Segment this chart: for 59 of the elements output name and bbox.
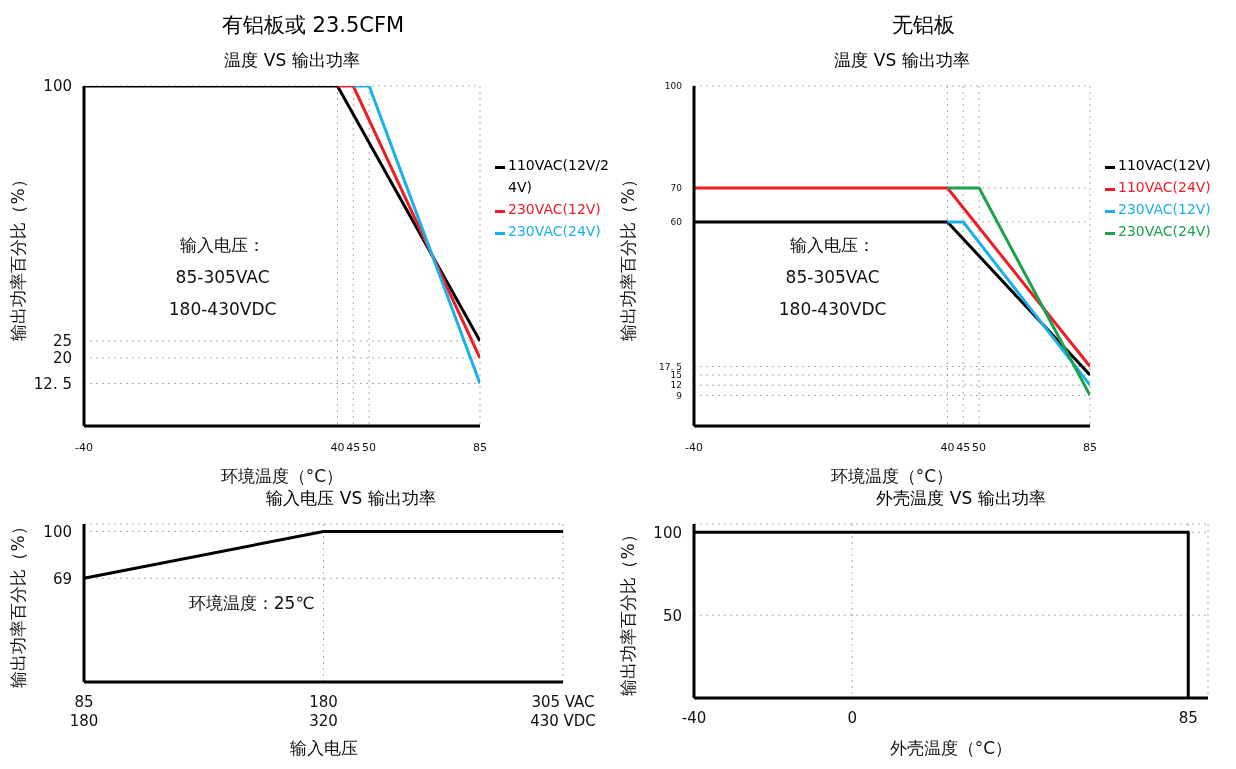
annotation: 环境温度：25℃ <box>187 592 316 616</box>
x-axis-title: 输入电压 <box>289 738 358 758</box>
annotation: 180-430VDC <box>777 297 888 321</box>
y-tick-label: 100 <box>653 523 682 542</box>
annotation: 180-430VDC <box>167 297 278 321</box>
y-tick-label: 100 <box>43 522 72 541</box>
x-tick-label: 50 <box>362 441 377 454</box>
annotation: 输入电压： <box>789 233 877 257</box>
y-tick-label: 15 <box>670 370 682 381</box>
annotation: 输入电压： <box>179 233 267 257</box>
x-tick-label: 0 <box>847 709 857 727</box>
y-axis-title: 输出功率百分比（%） <box>618 526 639 696</box>
x-tick-label: -40 <box>685 441 703 454</box>
x-tick-label: 85 <box>1083 441 1097 454</box>
y-tick-label: 12. 5 <box>33 374 72 393</box>
y-tick-label: 17. 5 <box>659 361 682 372</box>
y-axis-title: 输出功率百分比（%） <box>618 171 639 341</box>
y-axis-title: 输出功率百分比（%） <box>8 171 29 341</box>
y-tick-label: 20 <box>52 349 72 368</box>
annotation: 85-305VAC <box>174 265 271 289</box>
x-tick-label: 85 <box>473 441 487 454</box>
x-tick-label: -40 <box>681 709 707 727</box>
y-axis-title: 输出功率百分比（%） <box>8 518 29 688</box>
legend-label: 230VAC(24V) <box>1118 222 1211 241</box>
y-tick-label: 100 <box>43 77 72 96</box>
legend-label: 110VAC(12V) <box>1118 156 1211 175</box>
y-tick-label: 70 <box>670 183 683 194</box>
y-tick-label: 9 <box>676 390 683 401</box>
x-tick-label: 45 <box>346 441 361 454</box>
x-tick-label: 45 <box>956 441 971 454</box>
chart-subtitle: 输入电压 VS 输出功率 <box>265 487 437 510</box>
x-axis-title: 环境温度（°C） <box>830 466 954 486</box>
legend-label: 110VAC(24V) <box>1118 178 1211 197</box>
x-tick-label: 180 320 <box>309 693 338 730</box>
legend-label: 110VAC(12V/24V) <box>508 156 610 197</box>
y-tick-label: 25 <box>52 332 72 351</box>
x-tick-label: 85 180 <box>69 693 99 730</box>
chart-title: 有铝板或 23.5CFM <box>220 12 406 39</box>
x-tick-label: 40 <box>330 441 345 454</box>
y-tick-label: 100 <box>664 81 683 92</box>
x-tick-label: 50 <box>972 441 987 454</box>
x-axis-title: 环境温度（°C） <box>220 466 344 486</box>
x-tick-label: 40 <box>940 441 955 454</box>
x-axis-title: 外壳温度（°C） <box>889 738 1013 758</box>
y-tick-label: 50 <box>662 606 682 625</box>
x-tick-label: 85 <box>1178 709 1198 727</box>
chart-subtitle: 温度 VS 输出功率 <box>833 49 971 72</box>
y-tick-label: 12 <box>670 380 682 391</box>
legend-label: 230VAC(24V) <box>508 222 601 241</box>
chart-title: 无铝板 <box>890 12 956 39</box>
annotation: 85-305VAC <box>784 265 881 289</box>
chart-subtitle: 温度 VS 输出功率 <box>223 49 361 72</box>
x-tick-label: 305 VAC 430 VDC <box>530 693 596 730</box>
x-tick-label: -40 <box>75 441 93 454</box>
y-tick-label: 69 <box>52 569 72 588</box>
y-tick-label: 60 <box>670 217 683 228</box>
legend-label: 230VAC(12V) <box>508 200 601 219</box>
legend-label: 230VAC(12V) <box>1118 200 1211 219</box>
chart-subtitle: 外壳温度 VS 输出功率 <box>875 487 1047 510</box>
